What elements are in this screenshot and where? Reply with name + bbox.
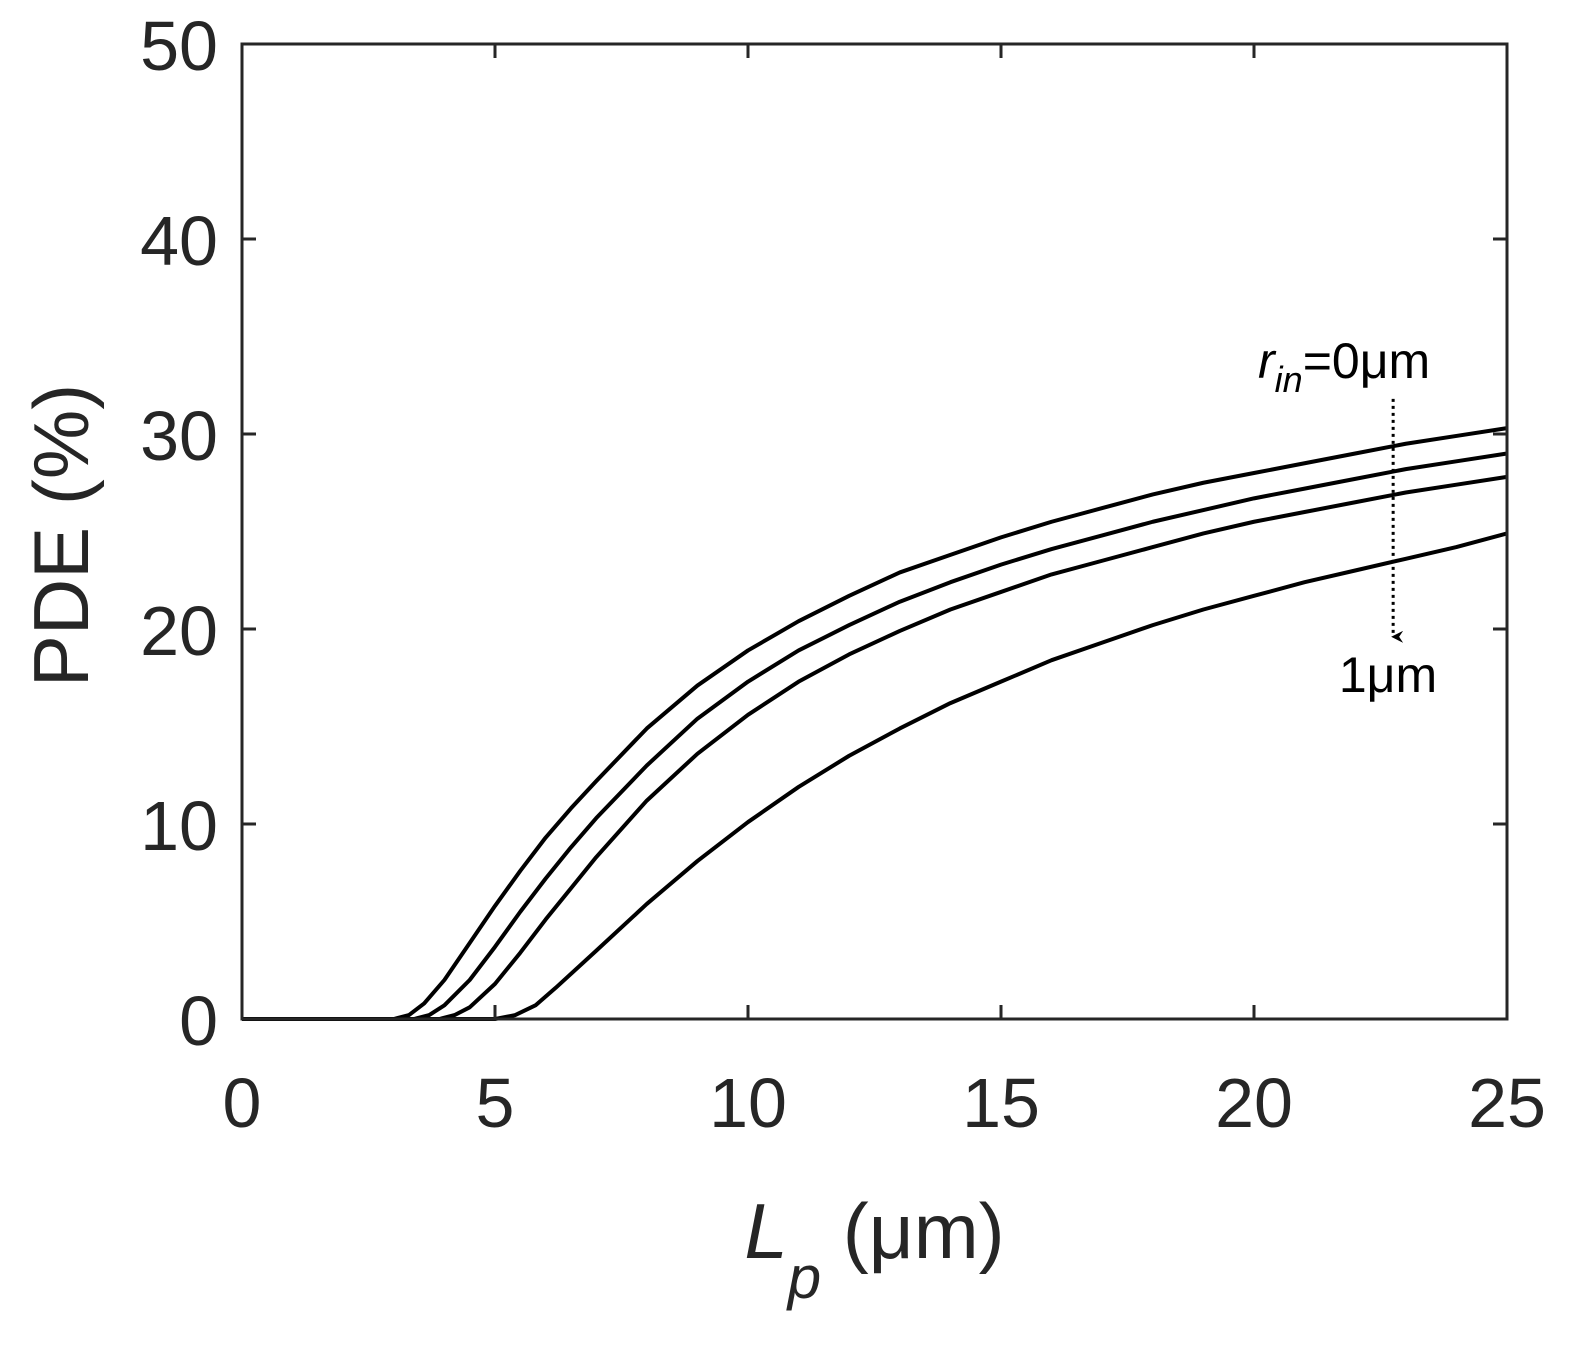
y-tick-label-20: 20 [140,592,218,670]
annotation-r-value: =0μm [1303,333,1430,389]
y-tick-label-50: 50 [140,7,218,85]
x-axis-label-unit: (μm) [821,1187,1005,1275]
x-axis-label-subscript: p [786,1244,821,1311]
y-tick-label-40: 40 [140,202,218,280]
y-axis-label: PDE (%) [17,384,105,687]
plot-frame [240,42,1509,1021]
annotation-r-in-0um: rin=0μm [1258,333,1430,400]
y-tick-label-0: 0 [179,982,218,1060]
series-line-4 [242,531,1508,1021]
x-tick-label-20: 20 [1215,1064,1293,1142]
series-layer [242,426,1508,1021]
y-tick-label-30: 30 [140,397,218,475]
tick-layer: 0 5 10 15 20 25 0 10 20 30 40 50 [140,7,1546,1142]
series-line-3 [242,474,1508,1021]
x-axis-label: Lp (μm) [744,1187,1004,1311]
x-tick-label-5: 5 [476,1064,515,1142]
annotation-1um: 1μm [1339,647,1437,703]
x-axis-label-symbol: L [744,1187,787,1275]
x-tick-label-10: 10 [709,1064,787,1142]
x-tick-label-25: 25 [1468,1064,1546,1142]
series-line-2 [242,451,1508,1021]
annotation-r-symbol: r [1258,333,1277,389]
y-tick-label-10: 10 [140,787,218,865]
x-tick-label-0: 0 [223,1064,262,1142]
annotation-r-subscript: in [1275,359,1303,400]
series-line-1 [242,426,1508,1021]
x-tick-label-15: 15 [962,1064,1040,1142]
